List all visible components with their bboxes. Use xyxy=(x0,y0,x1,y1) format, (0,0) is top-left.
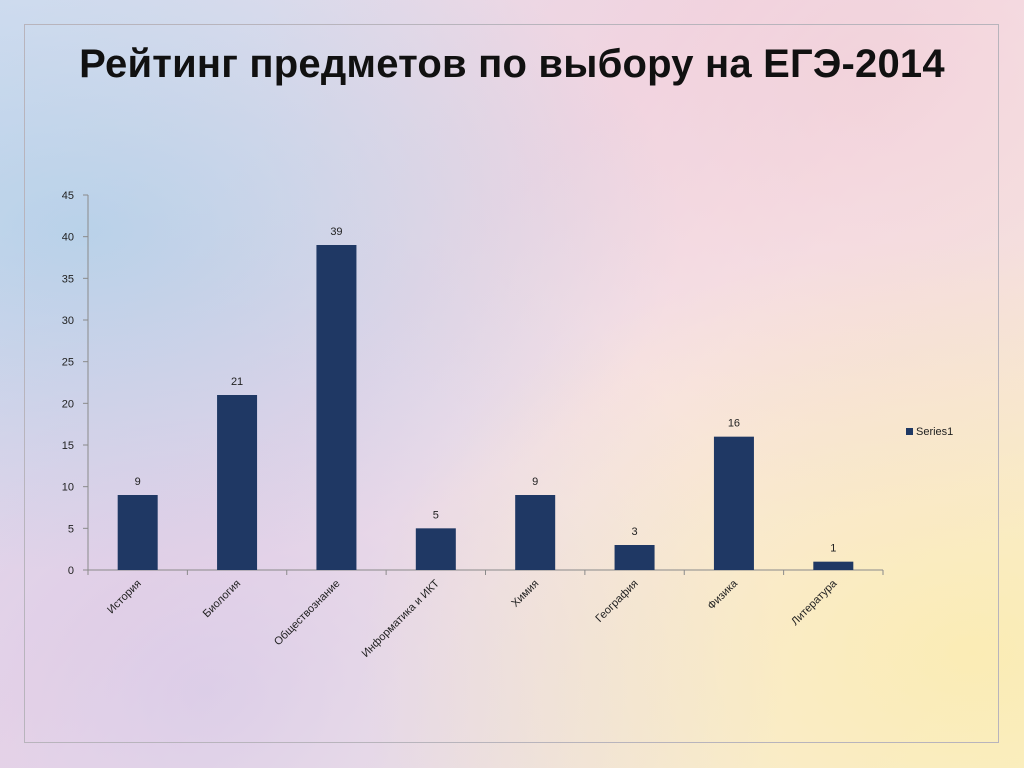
data-label: 9 xyxy=(532,476,538,488)
y-axis-ticks: 0 5 10 15 20 25 30 35 40 45 xyxy=(62,190,88,577)
y-tick-label: 35 xyxy=(62,273,74,285)
category-label: Информатика и ИКТ xyxy=(360,577,442,659)
y-tick-label: 15 xyxy=(62,440,74,452)
bar xyxy=(713,436,754,570)
data-label: 3 xyxy=(632,526,638,538)
category-label: Физика xyxy=(705,577,740,612)
y-tick-label: 20 xyxy=(62,398,74,410)
bar xyxy=(614,545,655,570)
bar xyxy=(316,245,357,570)
category-label: География xyxy=(593,578,640,625)
bar xyxy=(117,495,158,570)
y-tick-label: 45 xyxy=(62,190,74,202)
legend: Series1 xyxy=(906,426,953,438)
y-tick-label: 40 xyxy=(62,232,74,244)
y-tick-label: 30 xyxy=(62,315,74,327)
data-label: 5 xyxy=(433,509,439,521)
legend-label: Series1 xyxy=(916,426,953,438)
category-labels: История Биология Обществознание Информатика… xyxy=(105,577,840,660)
bar xyxy=(813,561,854,570)
data-label: 39 xyxy=(330,226,342,238)
y-tick-label: 5 xyxy=(68,523,74,535)
data-label: 9 xyxy=(135,476,141,488)
bar xyxy=(415,528,456,570)
data-label: 21 xyxy=(231,376,243,388)
slide-frame xyxy=(24,24,999,743)
category-label: Обществознание xyxy=(272,578,343,649)
bar xyxy=(217,395,258,570)
data-label: 16 xyxy=(728,418,740,430)
category-label: Биология xyxy=(201,578,243,620)
bars xyxy=(117,245,854,570)
bar xyxy=(515,495,556,570)
y-tick-label: 25 xyxy=(62,357,74,369)
chart-axes xyxy=(87,195,884,575)
data-labels: 9 21 39 5 9 3 16 1 xyxy=(135,226,837,555)
y-tick-label: 0 xyxy=(68,565,74,577)
slide-title: Рейтинг предметов по выбору на ЕГЭ-2014 xyxy=(79,42,945,86)
category-label: Химия xyxy=(509,578,541,610)
y-tick-label: 10 xyxy=(62,482,74,494)
category-label: История xyxy=(105,578,144,617)
category-label: Литература xyxy=(789,577,840,628)
legend-swatch xyxy=(906,428,913,435)
data-label: 1 xyxy=(830,543,836,555)
